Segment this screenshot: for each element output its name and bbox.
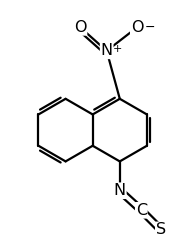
Text: −: − [145,20,155,34]
Text: C: C [136,203,147,218]
Text: S: S [156,222,166,237]
Text: O: O [74,20,86,35]
Text: O: O [131,20,143,35]
Text: N: N [114,183,126,198]
Text: N: N [101,43,113,58]
Text: +: + [113,44,122,54]
